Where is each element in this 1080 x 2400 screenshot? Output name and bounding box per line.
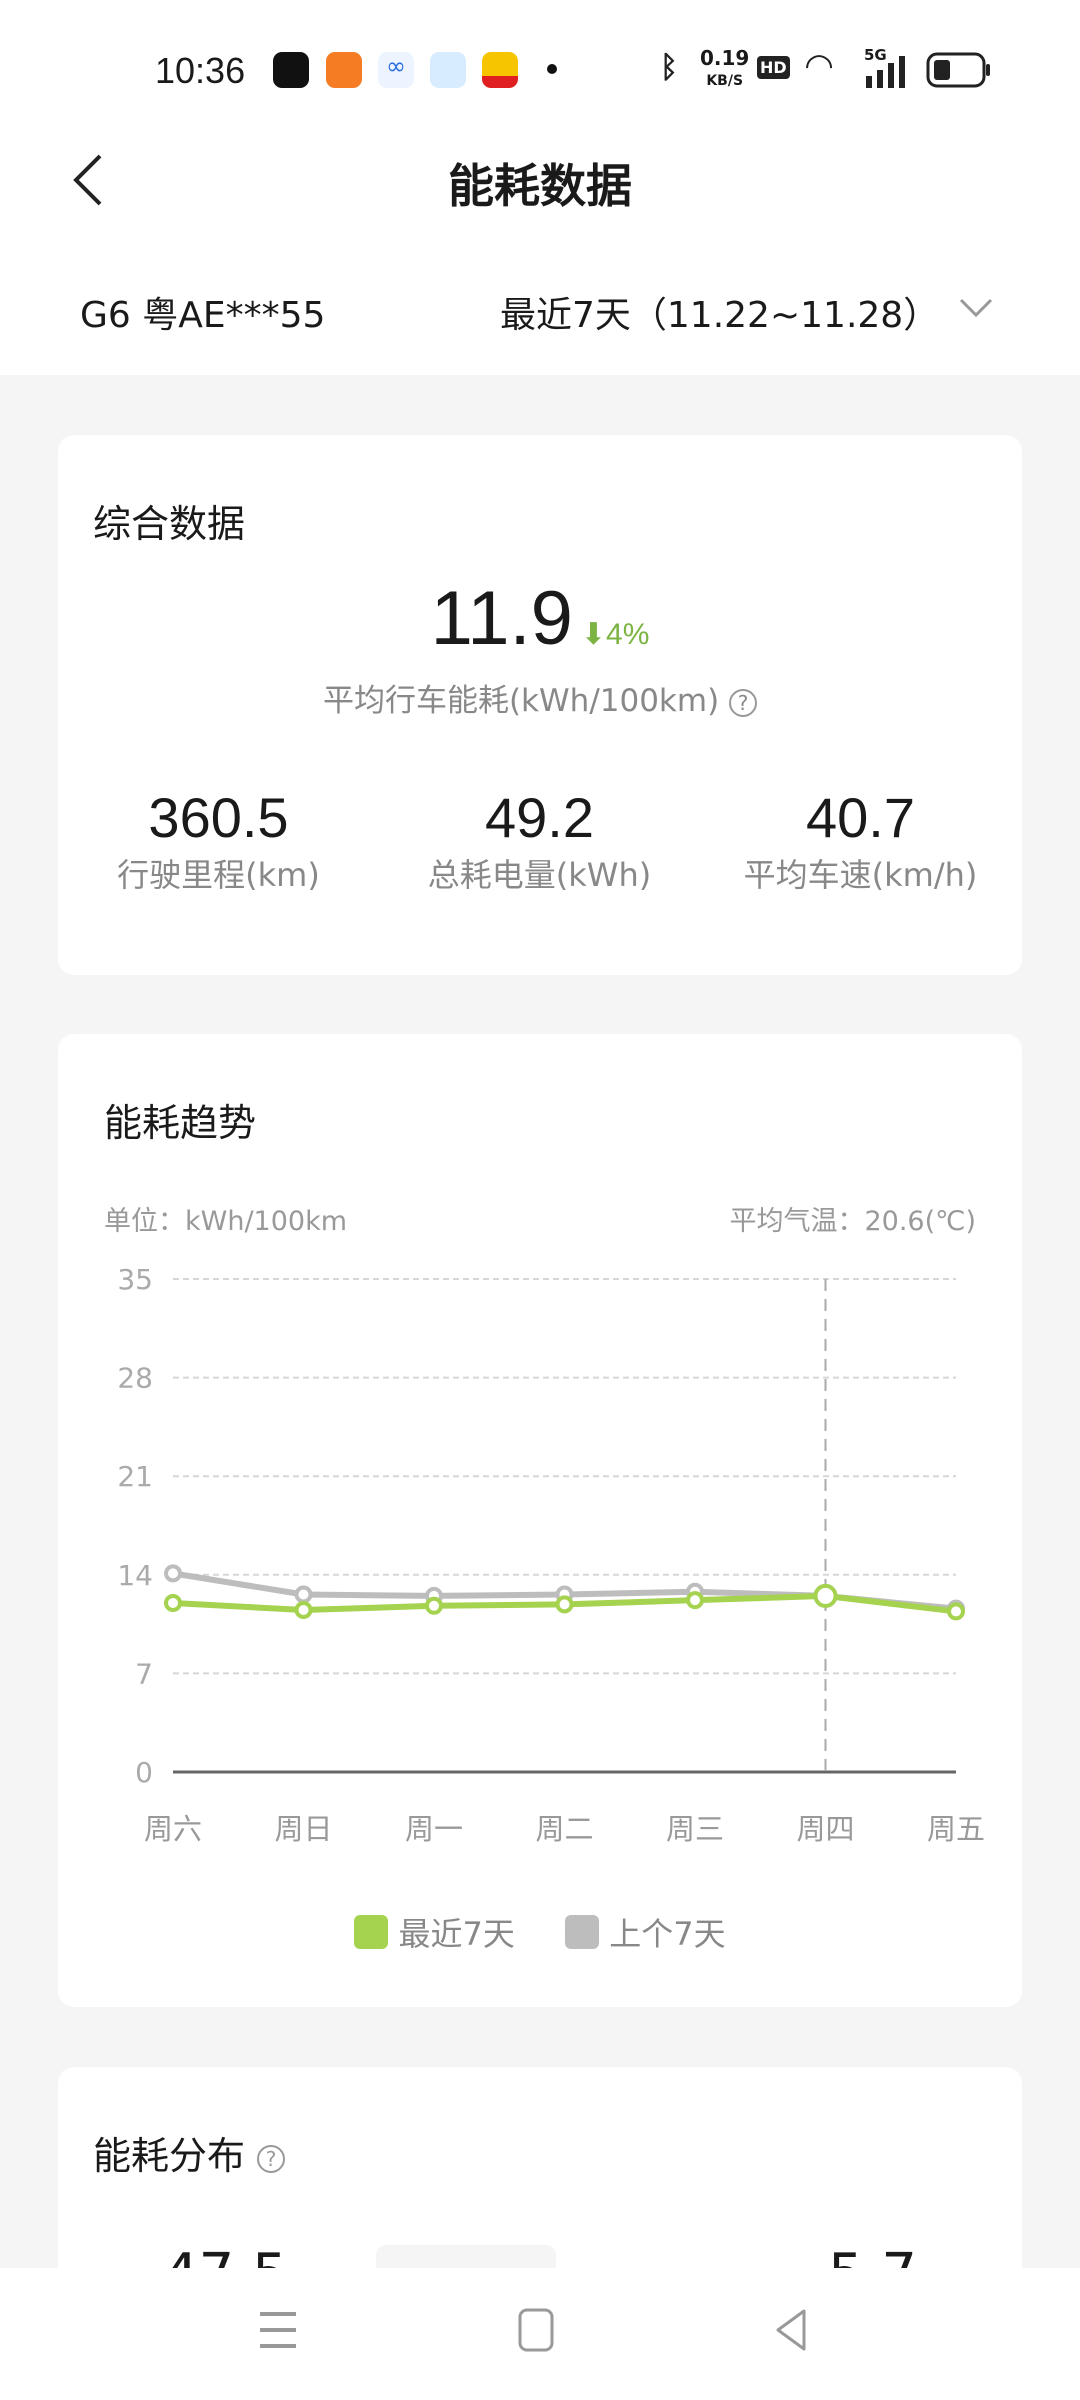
cloud-app-icon: ∞ (378, 52, 414, 88)
x-tick-label: 周一 (405, 1812, 463, 1846)
y-tick-label: 7 (135, 1657, 153, 1690)
top-bar: 10:36 ∞ ᛒ 0.19 KB/S HD ◠ 5G 能耗数据 G6 粤AE**… (0, 0, 1080, 375)
status-time: 10:36 (155, 50, 246, 91)
data-point (813, 1583, 838, 1608)
help-icon[interactable]: ? (257, 2144, 286, 2173)
stat-label: 总耗电量(kWh) (427, 856, 652, 894)
data-point (164, 1593, 182, 1612)
net-unit: KB/S (706, 73, 744, 89)
stat-label: 行驶里程(km) (117, 856, 320, 894)
y-tick-label: 0 (135, 1756, 153, 1789)
browser-app-icon (430, 52, 466, 88)
x-tick-label: 周六 (144, 1812, 202, 1846)
stat-speed: 40.7 平均车速(km/h) (700, 785, 1021, 896)
more-notifications-dot (547, 64, 557, 74)
signal-icon (866, 56, 905, 88)
legend-label: 上个7天 (609, 1915, 726, 1953)
data-point (294, 1601, 313, 1620)
chevron-down-icon[interactable] (958, 296, 994, 320)
y-tick-label: 35 (117, 1263, 153, 1296)
vehicle-selector[interactable]: G6 粤AE***55 (80, 295, 326, 336)
legend-label: 最近7天 (398, 1915, 515, 1953)
x-tick-label: 周四 (796, 1812, 854, 1846)
app-notification-icon (273, 52, 309, 88)
signal-label: 5G (864, 46, 887, 64)
trend-card: 能耗趋势 单位：kWh/100km 平均气温：20.6(℃) 0 7 14 21 28 3… (58, 1034, 1022, 2007)
trend-chart[interactable]: 0 7 14 21 28 35 周六 周日 周一 周二 周三 周四 周五 (58, 1034, 1022, 2007)
data-point (294, 1585, 313, 1604)
summary-title: 综合数据 (93, 502, 246, 546)
x-tick-label: 周五 (927, 1812, 985, 1846)
stat-mileage: 360.5 行驶里程(km) (58, 785, 379, 896)
bluetooth-icon: ᛒ (660, 50, 678, 85)
arrow-down-icon: ⬇ (580, 618, 607, 651)
y-tick-label: 21 (117, 1460, 153, 1493)
legend-swatch-recent (354, 1915, 389, 1949)
home-button[interactable] (518, 2308, 554, 2352)
page-title: 能耗数据 (448, 159, 632, 213)
stat-value: 49.2 (485, 786, 594, 849)
back-button[interactable] (70, 150, 110, 210)
x-tick-label: 周二 (535, 1812, 593, 1846)
x-tick-label: 周三 (666, 1812, 724, 1846)
temperature-label: 平均气温：20.6(℃) (729, 1206, 976, 1237)
date-range-selector[interactable]: 最近7天（11.22~11.28） (500, 295, 940, 336)
back-nav-button[interactable] (774, 2308, 810, 2352)
data-point (947, 1602, 965, 1621)
stat-label: 平均车速(km/h) (743, 856, 978, 894)
trend-title: 能耗趋势 (104, 1101, 257, 1145)
y-tick-label: 28 (117, 1362, 153, 1395)
change-percent: 4% (606, 618, 650, 651)
navigation-bar (0, 2268, 1080, 2400)
summary-card: 综合数据 11.9 ⬇4% 平均行车能耗(kWh/100km) ? 360.5 行驶… (58, 435, 1022, 975)
app-notification-icon (326, 52, 362, 88)
stat-energy: 49.2 总耗电量(kWh) (379, 785, 700, 896)
x-tick-label: 周日 (274, 1812, 332, 1846)
distribution-title: 能耗分布 (93, 2134, 246, 2178)
avg-consumption-value: 11.9 (430, 576, 573, 661)
wifi-icon: ◠ (806, 46, 833, 86)
data-point (164, 1564, 182, 1583)
data-point (555, 1595, 574, 1614)
data-point (686, 1591, 704, 1610)
battery-icon (926, 52, 990, 88)
status-bar: 10:36 ∞ ᛒ 0.19 KB/S HD ◠ 5G (0, 40, 1080, 104)
chart-legend: 最近7天 上个7天 (58, 1909, 1022, 1955)
net-speed: 0.19 (700, 46, 750, 70)
avg-consumption-label: 平均行车能耗(kWh/100km) (322, 683, 720, 719)
stat-value: 360.5 (148, 786, 289, 849)
chevron-left-icon (73, 154, 102, 206)
y-tick-label: 14 (117, 1559, 153, 1592)
data-point (425, 1596, 443, 1615)
legend-swatch-previous (565, 1915, 600, 1949)
recents-button[interactable] (258, 2310, 298, 2350)
help-icon[interactable]: ? (729, 688, 758, 717)
hd-icon: HD (757, 56, 790, 79)
stat-value: 40.7 (806, 786, 915, 849)
unit-label: 单位：kWh/100km (104, 1206, 348, 1237)
app-notification-icon (482, 52, 518, 88)
